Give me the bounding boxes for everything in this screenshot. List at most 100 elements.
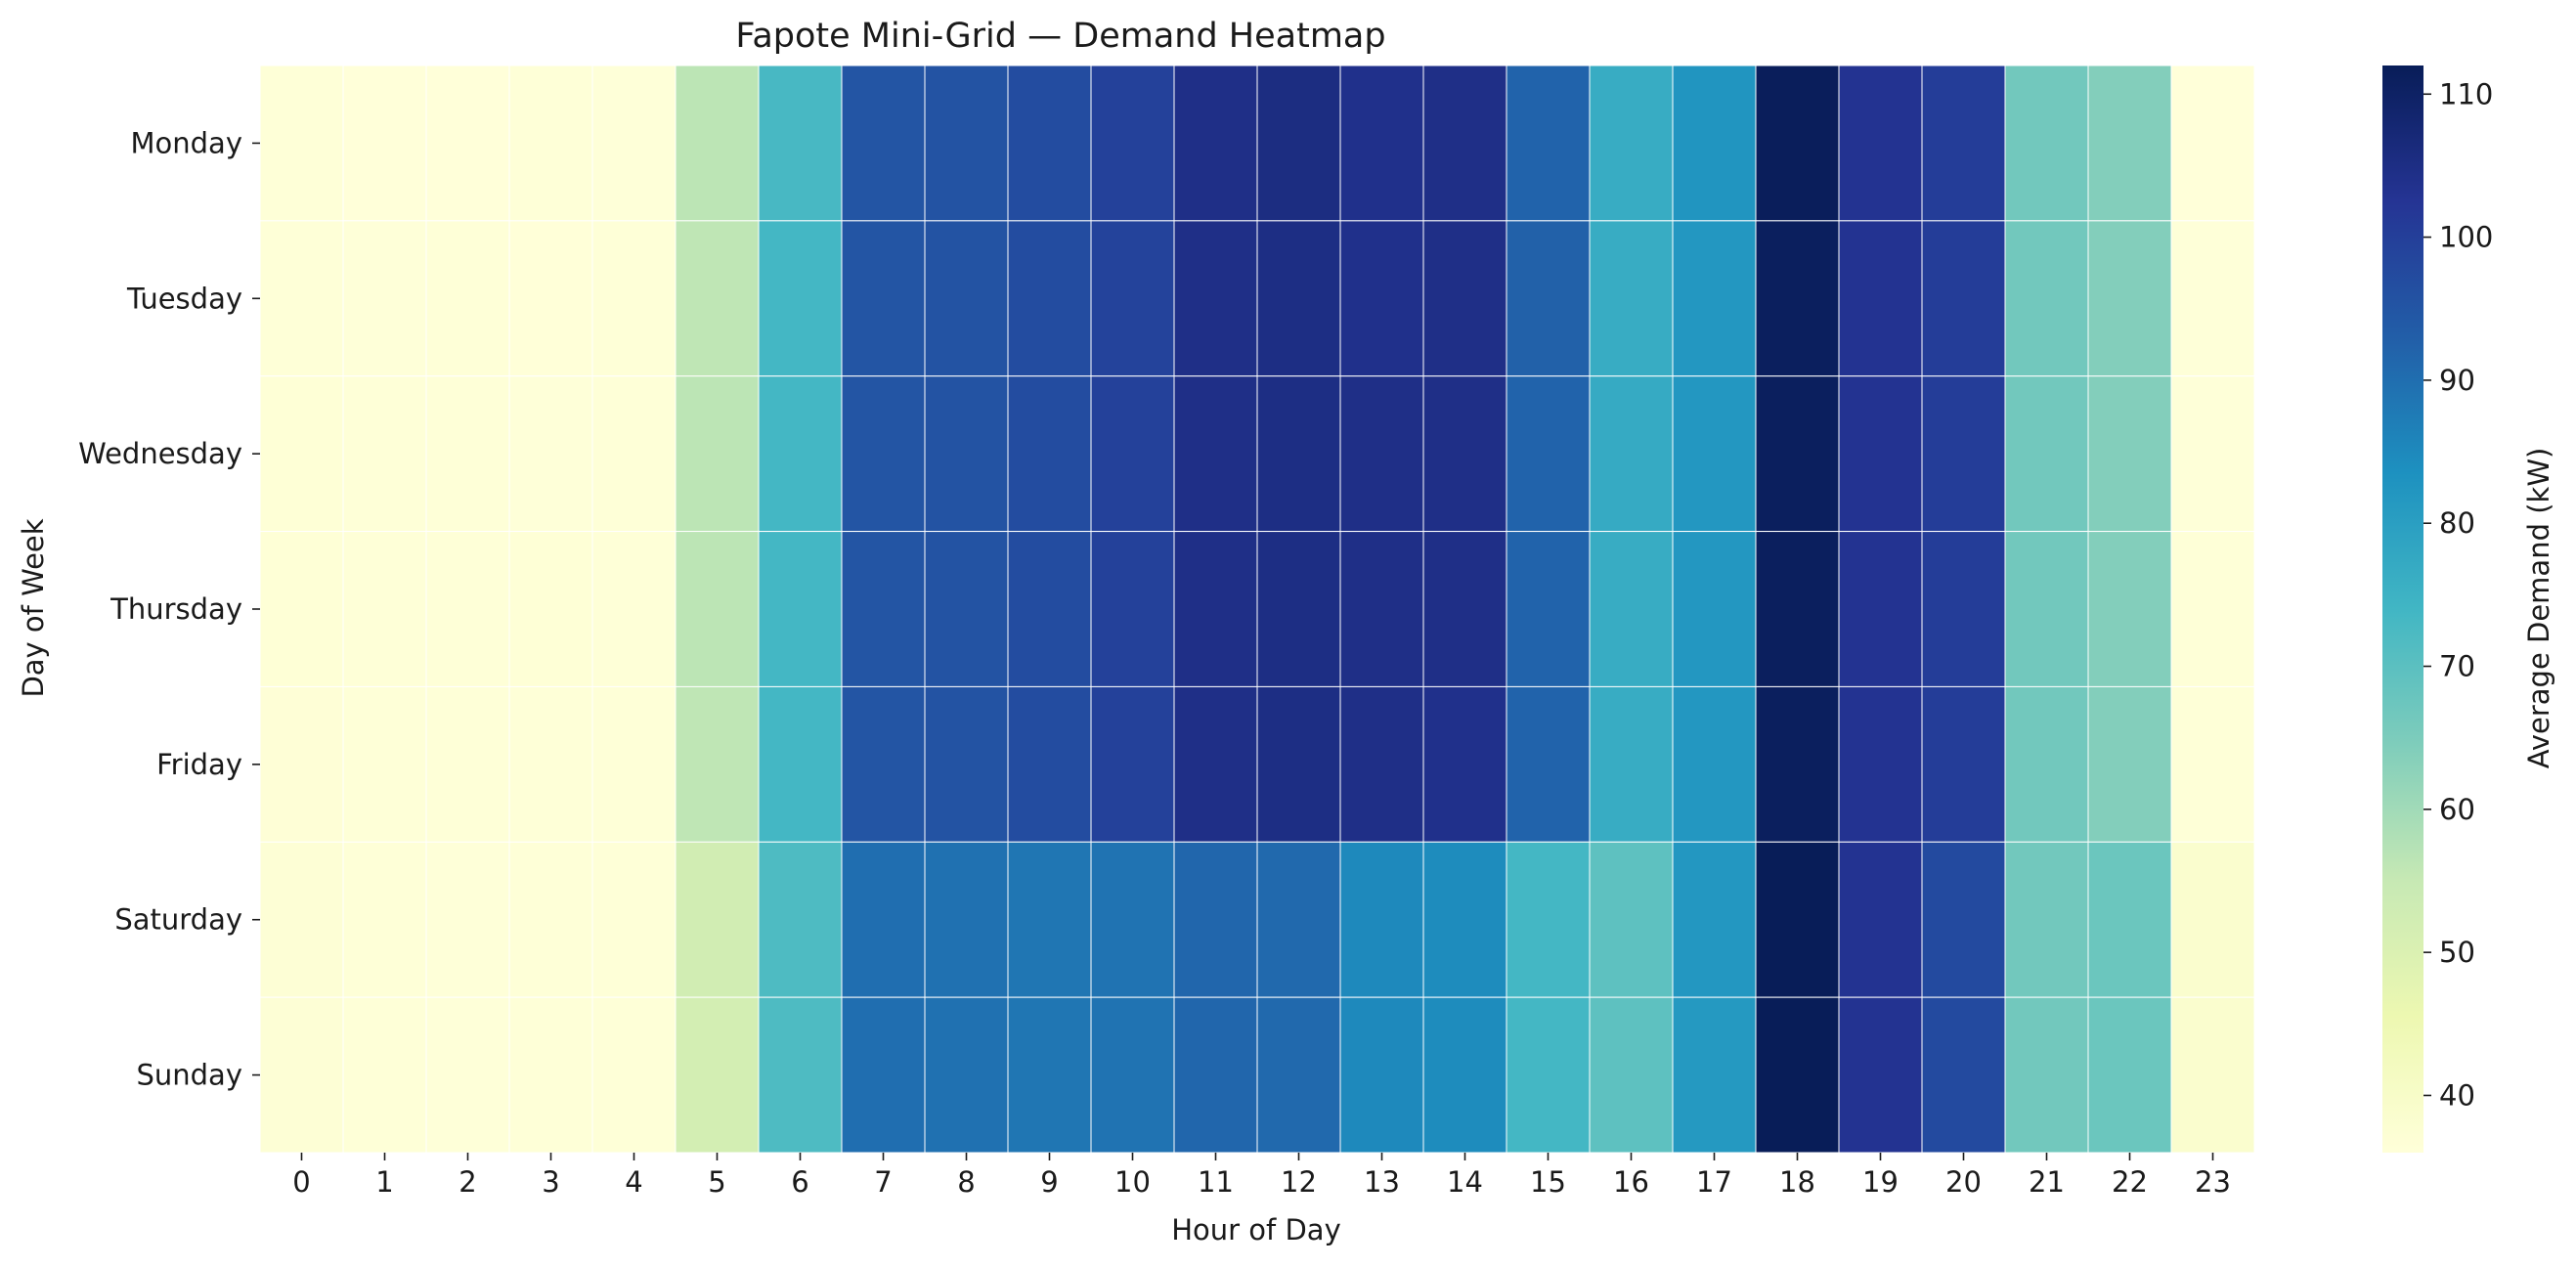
heatmap-cell (1921, 220, 2006, 377)
heatmap-cell (841, 685, 926, 843)
x-tick-label: 7 (874, 1165, 892, 1199)
heatmap-cell (2170, 220, 2255, 377)
heatmap-cell (1007, 65, 1092, 222)
y-tick-label: Monday (131, 126, 243, 159)
x-axis-label: Hour of Day (1171, 1213, 1341, 1246)
heatmap-cells (259, 65, 2255, 1154)
x-tick-label: 11 (1198, 1165, 1234, 1199)
x-tick-label: 19 (1862, 1165, 1899, 1199)
heatmap-cell (259, 685, 344, 843)
heatmap-cell (259, 841, 344, 998)
heatmap-cell (259, 65, 344, 222)
colorbar-label: Average Demand (kW) (2522, 448, 2555, 769)
y-tick-label: Tuesday (126, 282, 242, 315)
heatmap-cell (1506, 841, 1591, 998)
heatmap-cell (259, 531, 344, 687)
heatmap-cell (841, 375, 926, 533)
heatmap-cell (591, 685, 677, 843)
heatmap-cell (1672, 685, 1757, 843)
heatmap-cell (1007, 996, 1092, 1154)
heatmap-cell (259, 375, 344, 533)
heatmap-cell (2004, 220, 2089, 377)
colorbar-tick-label: 60 (2439, 793, 2475, 826)
heatmap-cell (342, 685, 427, 843)
heatmap-cell (342, 841, 427, 998)
x-tick-label: 9 (1040, 1165, 1058, 1199)
heatmap-cell (1422, 841, 1507, 998)
heatmap-cell (1589, 841, 1674, 998)
heatmap-cell (591, 996, 677, 1154)
heatmap-cell (2170, 841, 2255, 998)
heatmap-cell (1422, 531, 1507, 687)
heatmap-cell (1755, 685, 1840, 843)
heatmap-cell (425, 841, 510, 998)
heatmap-cell (259, 220, 344, 377)
heatmap-cell (1672, 996, 1757, 1154)
heatmap-cell (591, 841, 677, 998)
y-axis-label: Day of Week (17, 518, 50, 697)
heatmap-cell (2004, 685, 2089, 843)
heatmap-cell (841, 220, 926, 377)
x-tick-label: 5 (708, 1165, 725, 1199)
heatmap-cell (1090, 375, 1175, 533)
heatmap-cell (342, 65, 427, 222)
heatmap-cell (1256, 685, 1341, 843)
heatmap-cell (2004, 841, 2089, 998)
heatmap-cell (841, 65, 926, 222)
heatmap-cell (841, 841, 926, 998)
heatmap-cell (1339, 375, 1424, 533)
heatmap-cell (924, 841, 1009, 998)
heatmap-cell (841, 996, 926, 1154)
heatmap-cell (1506, 685, 1591, 843)
heatmap-cell (2087, 841, 2172, 998)
x-tick-label: 12 (1281, 1165, 1317, 1199)
heatmap-cell (758, 375, 843, 533)
heatmap-cell (425, 65, 510, 222)
heatmap-cell (1589, 531, 1674, 687)
heatmap-cell (675, 220, 760, 377)
y-tick-label: Wednesday (78, 437, 242, 470)
heatmap-cell (1921, 375, 2006, 533)
y-tick-label: Thursday (109, 592, 242, 626)
heatmap-cell (1090, 65, 1175, 222)
heatmap-cell (2170, 65, 2255, 222)
heatmap-cell (1755, 375, 1840, 533)
x-tick-label: 22 (2112, 1165, 2148, 1199)
heatmap-cell (1506, 375, 1591, 533)
heatmap-cell (1090, 841, 1175, 998)
heatmap-cell (342, 531, 427, 687)
heatmap-cell (1506, 996, 1591, 1154)
heatmap-cell (2004, 65, 2089, 222)
heatmap-cell (1921, 531, 2006, 687)
heatmap-cell (1339, 65, 1424, 222)
heatmap-cell (2087, 375, 2172, 533)
x-tick-label: 0 (292, 1165, 310, 1199)
heatmap-cell (1838, 65, 1923, 222)
colorbar-tick-label: 70 (2439, 650, 2475, 683)
y-tick-label: Friday (156, 748, 242, 781)
heatmap-cell (2087, 996, 2172, 1154)
heatmap-cell (508, 841, 593, 998)
heatmap-cell (1589, 220, 1674, 377)
heatmap-cell (1422, 220, 1507, 377)
heatmap-cell (675, 531, 760, 687)
colorbar (2382, 66, 2423, 1153)
x-tick-label: 1 (375, 1165, 393, 1199)
heatmap-cell (1838, 375, 1923, 533)
heatmap-cell (1007, 220, 1092, 377)
heatmap-cell (1090, 996, 1175, 1154)
heatmap-cell (1090, 220, 1175, 377)
colorbar-tick-label: 50 (2439, 936, 2475, 969)
heatmap-cell (1007, 375, 1092, 533)
heatmap-cell (758, 531, 843, 687)
heatmap-cell (2170, 685, 2255, 843)
heatmap-cell (1838, 841, 1923, 998)
x-tick-label: 17 (1696, 1165, 1732, 1199)
y-tick-label: Saturday (114, 903, 242, 937)
heatmap-cell (2004, 531, 2089, 687)
heatmap-cell (591, 220, 677, 377)
heatmap-cell (2170, 996, 2255, 1154)
heatmap-cell (1755, 531, 1840, 687)
heatmap-cell (675, 685, 760, 843)
